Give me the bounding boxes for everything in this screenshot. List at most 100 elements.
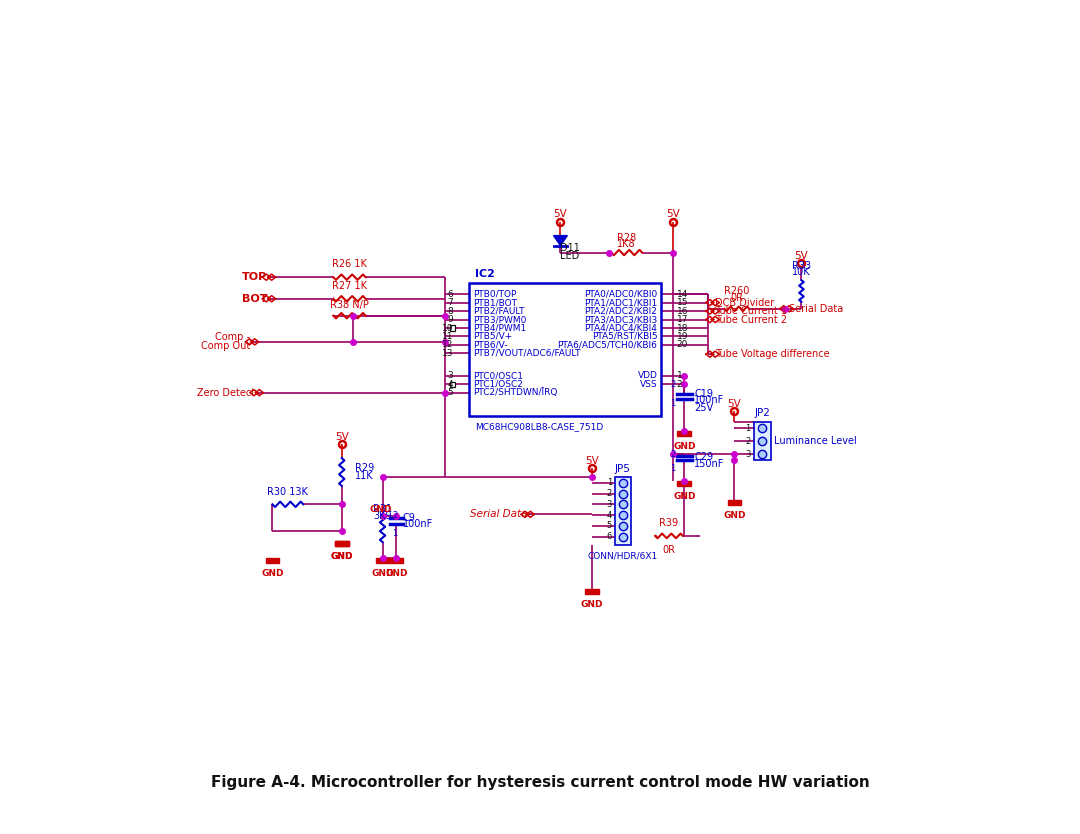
Text: GND: GND — [330, 552, 353, 561]
Text: TOP: TOP — [242, 272, 267, 282]
Text: R29: R29 — [355, 463, 374, 473]
Bar — [469, 284, 661, 416]
Text: 100nF: 100nF — [403, 520, 433, 530]
Text: Luminance Level: Luminance Level — [774, 436, 858, 446]
Bar — [449, 381, 455, 387]
Bar — [335, 541, 349, 546]
Text: R31: R31 — [373, 505, 392, 515]
Text: 1K8: 1K8 — [618, 239, 636, 249]
Bar — [728, 500, 741, 505]
Text: R38 N/P: R38 N/P — [330, 299, 369, 309]
Text: Comp -: Comp - — [215, 332, 251, 342]
Text: PTB0/TOP: PTB0/TOP — [473, 289, 516, 299]
Text: Comp Out: Comp Out — [201, 341, 251, 351]
Text: 13: 13 — [442, 349, 454, 358]
Bar — [376, 558, 390, 563]
Text: PTB7/VOUT/ADC6/FAULT: PTB7/VOUT/ADC6/FAULT — [473, 349, 580, 358]
Text: 2: 2 — [670, 450, 675, 459]
Text: 19: 19 — [677, 332, 688, 341]
Bar — [335, 541, 349, 546]
Text: 7: 7 — [447, 298, 454, 307]
Text: 3: 3 — [447, 371, 454, 380]
Text: 8: 8 — [447, 307, 454, 315]
Text: GND: GND — [673, 442, 696, 451]
Text: 5: 5 — [447, 388, 454, 397]
Text: 1: 1 — [745, 424, 751, 433]
Text: 17: 17 — [677, 315, 688, 324]
Text: 2: 2 — [677, 379, 683, 389]
Text: 11K: 11K — [355, 471, 374, 481]
Text: 1: 1 — [392, 529, 397, 538]
Text: GND: GND — [581, 600, 604, 609]
Text: 2: 2 — [745, 437, 751, 445]
Text: 1: 1 — [670, 399, 675, 408]
Text: 25V: 25V — [694, 403, 714, 413]
Text: Serial Data: Serial Data — [470, 510, 527, 520]
Bar — [677, 431, 691, 436]
Text: D11: D11 — [561, 243, 580, 253]
Text: CONN/HDR/6X1: CONN/HDR/6X1 — [588, 551, 658, 560]
Text: 15: 15 — [677, 298, 688, 307]
Text: GND: GND — [330, 552, 353, 561]
Text: 4: 4 — [448, 379, 454, 389]
Text: GND: GND — [673, 492, 696, 501]
Text: 0R: 0R — [730, 293, 743, 303]
Text: JP2: JP2 — [754, 408, 770, 418]
Polygon shape — [554, 235, 567, 245]
Text: 12: 12 — [442, 340, 454, 349]
Text: 3K9: 3K9 — [374, 511, 392, 521]
Text: PTA5/RST/KBI5: PTA5/RST/KBI5 — [592, 332, 658, 341]
Text: Figure A-4. Microcontroller for hysteresis current control mode HW variation: Figure A-4. Microcontroller for hysteres… — [211, 775, 869, 790]
Text: PTC2/SHTDWN/ĪRQ: PTC2/SHTDWN/ĪRQ — [473, 388, 557, 397]
Text: 2: 2 — [670, 379, 675, 389]
Text: 6: 6 — [447, 289, 454, 299]
Text: Tube Current 2: Tube Current 2 — [715, 314, 787, 324]
Text: 3: 3 — [607, 500, 612, 509]
Text: PTC0/OSC1: PTC0/OSC1 — [473, 371, 523, 380]
Text: 5V: 5V — [666, 209, 679, 219]
Text: R30 13K: R30 13K — [268, 486, 308, 496]
Text: Serial Data: Serial Data — [789, 304, 843, 314]
Text: LED: LED — [561, 251, 580, 260]
Text: 0R: 0R — [662, 545, 675, 555]
Text: C9: C9 — [403, 513, 416, 523]
Text: 9: 9 — [447, 315, 454, 324]
Bar — [585, 589, 599, 594]
Text: PTB2/FAULT: PTB2/FAULT — [473, 307, 524, 315]
Text: PTB3/PWM0: PTB3/PWM0 — [473, 315, 526, 324]
Text: 16: 16 — [677, 307, 688, 315]
Text: PTA6/ADC5/TCH0/KBI6: PTA6/ADC5/TCH0/KBI6 — [557, 340, 658, 349]
Bar — [754, 422, 771, 460]
Text: 11: 11 — [442, 332, 454, 341]
Text: C19: C19 — [694, 389, 714, 399]
Text: 5: 5 — [607, 521, 612, 530]
Text: 20: 20 — [677, 340, 688, 349]
Text: 10K: 10K — [792, 267, 811, 277]
Text: 10: 10 — [442, 324, 454, 333]
Text: 1: 1 — [670, 464, 675, 473]
Text: 100nF: 100nF — [694, 395, 725, 405]
Text: PTB5/V+: PTB5/V+ — [473, 332, 512, 341]
Text: 3: 3 — [745, 450, 751, 459]
Text: Tube Voltage difference: Tube Voltage difference — [715, 349, 829, 359]
Text: 6: 6 — [607, 532, 612, 541]
Text: R27 1K: R27 1K — [332, 281, 367, 291]
Text: PTA0/ADC0/KBI0: PTA0/ADC0/KBI0 — [584, 289, 658, 299]
Text: 5V: 5V — [795, 251, 808, 261]
Bar — [390, 558, 403, 563]
Text: R26 1K: R26 1K — [332, 259, 367, 269]
Text: GND: GND — [369, 505, 392, 514]
Text: 2: 2 — [392, 510, 397, 520]
Text: 5V: 5V — [335, 432, 349, 442]
Bar — [616, 477, 631, 545]
Text: GND: GND — [261, 569, 284, 578]
Text: Tube Current 1: Tube Current 1 — [715, 306, 787, 316]
Text: GND: GND — [724, 511, 745, 520]
Text: R33: R33 — [792, 261, 811, 271]
Text: VDD: VDD — [637, 371, 658, 380]
Text: IC2: IC2 — [475, 269, 495, 279]
Text: Zero Detect: Zero Detect — [197, 388, 255, 398]
Bar — [266, 558, 280, 563]
Text: 5V: 5V — [585, 456, 599, 466]
Text: R28: R28 — [617, 234, 636, 244]
